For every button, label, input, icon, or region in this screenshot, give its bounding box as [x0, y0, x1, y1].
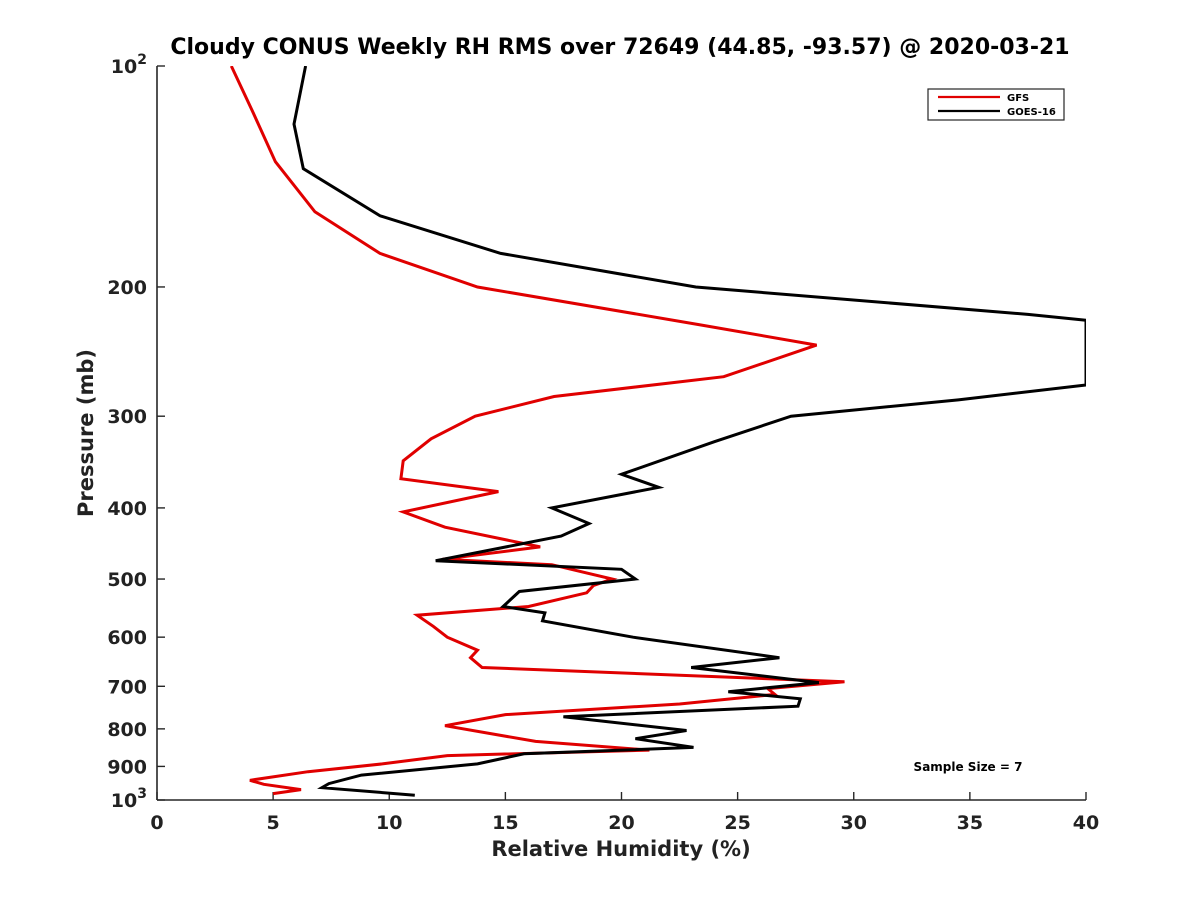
y-tick-label: 800 [107, 719, 147, 741]
x-tick-label: 10 [376, 812, 402, 834]
y-tick-label: 600 [107, 627, 147, 649]
x-tick-label: 30 [841, 812, 867, 834]
y-tick-label: 400 [107, 498, 147, 520]
x-tick-label: 5 [267, 812, 280, 834]
y-tick-label: 500 [107, 569, 147, 591]
sample-size-annotation: Sample Size = 7 [914, 760, 1023, 774]
legend-label-goes-16: GOES-16 [1007, 107, 1056, 118]
legend: GFS GOES-16 [927, 88, 1065, 121]
chart-title: Cloudy CONUS Weekly RH RMS over 72649 (4… [170, 35, 1069, 60]
y-tick-label-base: 10 [111, 790, 137, 812]
y-tick-label: 103 [111, 786, 147, 812]
legend-box [927, 88, 1065, 121]
x-tick-label: 0 [150, 812, 163, 834]
y-axis-label: Pressure (mb) [74, 349, 98, 517]
y-tick-label: 300 [107, 406, 147, 428]
x-axis-label: Relative Humidity (%) [491, 837, 750, 861]
x-tick-label: 25 [724, 812, 750, 834]
y-tick-label-exponent: 2 [137, 52, 147, 68]
legend-label-gfs: GFS [1007, 93, 1029, 104]
x-tick-label: 15 [492, 812, 518, 834]
series-line-goes-16 [292, 66, 1086, 797]
x-tick-label: 20 [608, 812, 634, 834]
x-tick-label: 35 [957, 812, 983, 834]
x-tick-label: 40 [1073, 812, 1099, 834]
y-tick-label-exponent: 3 [137, 786, 147, 802]
y-tick-label: 102 [111, 52, 147, 78]
series-line-gfs [229, 66, 845, 796]
series-layer [229, 66, 1086, 797]
y-tick-label-base: 10 [111, 56, 137, 78]
y-tick-label: 900 [107, 756, 147, 778]
y-tick-label: 700 [107, 676, 147, 698]
x-axis-ticks: 0 5 10 15 20 25 30 35 40 [150, 792, 1099, 834]
y-tick-label: 200 [107, 277, 147, 299]
